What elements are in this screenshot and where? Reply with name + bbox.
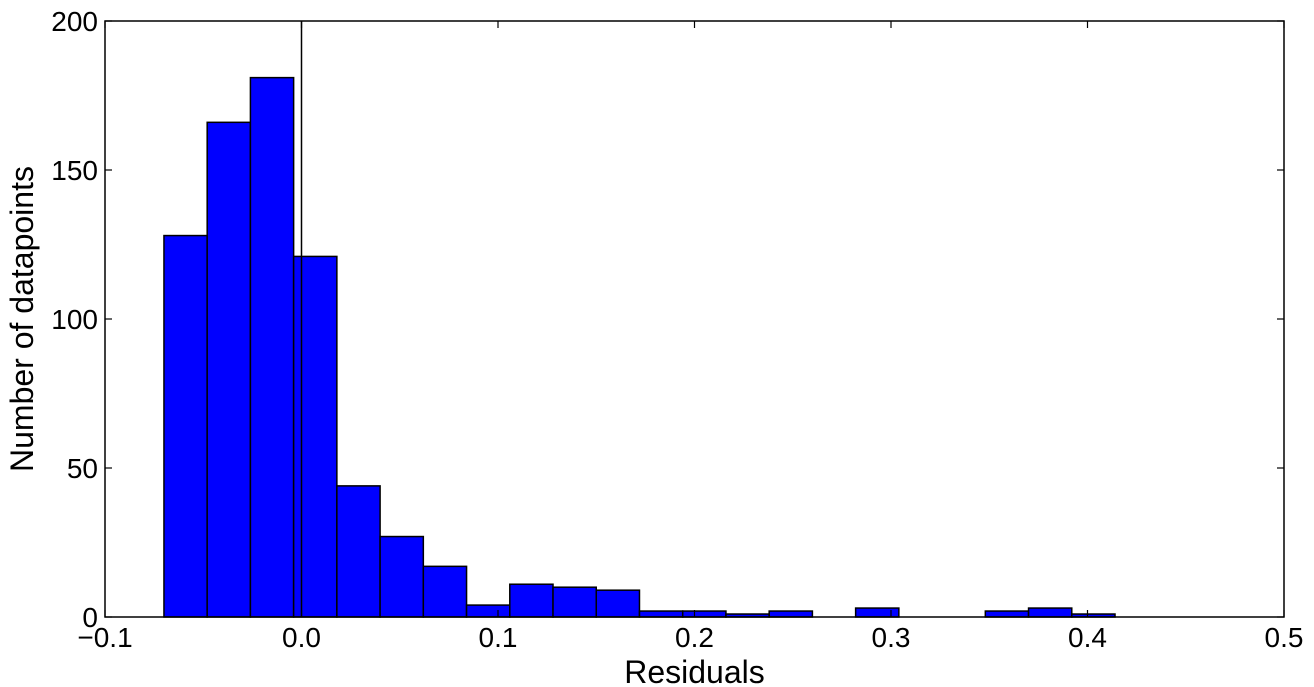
- histogram-bar: [292, 255, 338, 618]
- histogram-bar: [638, 610, 684, 618]
- x-axis-label: Residuals: [624, 654, 765, 687]
- histogram-bar: [1027, 607, 1073, 618]
- histogram-bar: [163, 234, 208, 618]
- histogram-bar: [984, 610, 1030, 618]
- histogram-bar: [422, 565, 468, 618]
- x-tick-label: −0.1: [77, 622, 132, 653]
- x-tick-label: 0.4: [1068, 622, 1107, 653]
- x-tick-label: 0.2: [675, 622, 714, 653]
- histogram-bar: [552, 586, 598, 618]
- y-tick-label: 50: [67, 453, 98, 484]
- histogram-bar: [336, 485, 381, 618]
- histogram-bar: [465, 604, 511, 618]
- y-tick-label: 150: [51, 155, 98, 186]
- x-tick-label: 0.5: [1265, 622, 1304, 653]
- histogram-bar: [768, 610, 814, 618]
- y-axis-label: Number of datapoints: [4, 166, 40, 472]
- y-tick-label: 100: [51, 304, 98, 335]
- histogram-bar: [379, 535, 425, 618]
- y-axis-ticks: 0 50 100 150 200: [51, 6, 1284, 633]
- histogram-bar: [595, 589, 641, 618]
- histogram-bar: [509, 583, 554, 618]
- histogram-bar: [249, 76, 295, 618]
- x-axis-ticks: −0.1 0.0 0.1 0.2 0.3 0.4 0.5: [77, 21, 1303, 653]
- histogram-bar: [206, 121, 252, 618]
- x-tick-label: 0.3: [872, 622, 911, 653]
- x-tick-label: 0.0: [282, 622, 321, 653]
- y-tick-label: 200: [51, 6, 98, 37]
- y-tick-label: 0: [82, 602, 98, 633]
- histogram-bar: [681, 610, 727, 618]
- x-tick-label: 0.1: [479, 622, 518, 653]
- histogram-bar: [854, 607, 900, 618]
